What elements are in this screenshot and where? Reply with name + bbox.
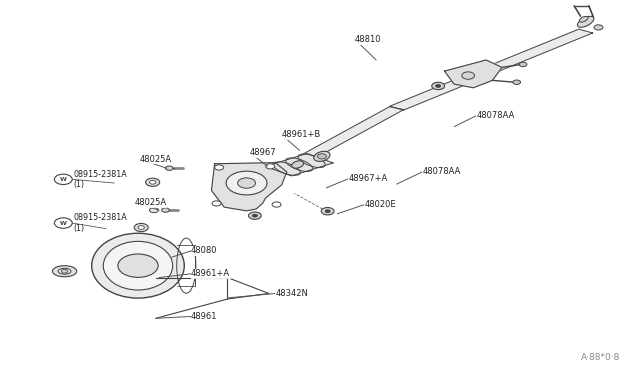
Text: W: W: [60, 221, 67, 225]
Polygon shape: [445, 60, 502, 88]
Circle shape: [513, 80, 520, 84]
Text: 48025A: 48025A: [135, 198, 167, 207]
Circle shape: [118, 254, 158, 278]
Text: A·88*0·8: A·88*0·8: [580, 353, 620, 362]
Circle shape: [138, 226, 145, 230]
Circle shape: [594, 25, 603, 30]
Circle shape: [150, 180, 156, 184]
Text: 48961: 48961: [191, 312, 218, 321]
Text: 48342N: 48342N: [275, 289, 308, 298]
Text: 48020E: 48020E: [365, 200, 396, 209]
Circle shape: [146, 178, 160, 186]
Text: 48025A: 48025A: [140, 155, 172, 164]
Circle shape: [237, 178, 255, 188]
Text: 48080: 48080: [191, 246, 218, 255]
Text: 48078AA: 48078AA: [422, 167, 461, 176]
Circle shape: [266, 164, 275, 169]
Circle shape: [212, 201, 221, 206]
Circle shape: [462, 72, 474, 79]
Polygon shape: [266, 154, 333, 176]
Circle shape: [54, 174, 72, 185]
Ellipse shape: [103, 241, 173, 290]
Text: 48810: 48810: [355, 35, 381, 44]
Circle shape: [150, 208, 159, 213]
Circle shape: [272, 202, 281, 207]
Circle shape: [317, 154, 326, 159]
Circle shape: [166, 166, 173, 170]
Ellipse shape: [52, 266, 77, 277]
Circle shape: [248, 212, 261, 219]
Circle shape: [54, 218, 72, 228]
Circle shape: [134, 224, 148, 232]
Circle shape: [436, 84, 441, 87]
Text: 48078AA: 48078AA: [476, 111, 515, 120]
Ellipse shape: [58, 268, 71, 274]
Circle shape: [325, 210, 330, 213]
Text: W: W: [60, 177, 67, 182]
Text: 48961+B: 48961+B: [282, 130, 321, 140]
Circle shape: [321, 208, 334, 215]
Circle shape: [252, 214, 257, 217]
Polygon shape: [211, 163, 287, 211]
Circle shape: [61, 269, 68, 273]
Text: 08915-2381A
(1): 08915-2381A (1): [74, 214, 127, 233]
Circle shape: [162, 208, 170, 212]
Circle shape: [214, 165, 223, 170]
Polygon shape: [390, 29, 593, 110]
Polygon shape: [278, 107, 404, 171]
Circle shape: [519, 62, 527, 67]
Circle shape: [226, 171, 267, 195]
Text: 08915-2381A
(1): 08915-2381A (1): [74, 170, 127, 189]
Ellipse shape: [292, 161, 303, 168]
Ellipse shape: [92, 233, 184, 298]
Circle shape: [432, 82, 445, 90]
Text: 48961+A: 48961+A: [191, 269, 230, 278]
Text: 48967: 48967: [250, 148, 276, 157]
Ellipse shape: [579, 16, 588, 22]
Ellipse shape: [577, 16, 594, 27]
Text: 48967+A: 48967+A: [349, 174, 388, 183]
Ellipse shape: [314, 151, 330, 161]
